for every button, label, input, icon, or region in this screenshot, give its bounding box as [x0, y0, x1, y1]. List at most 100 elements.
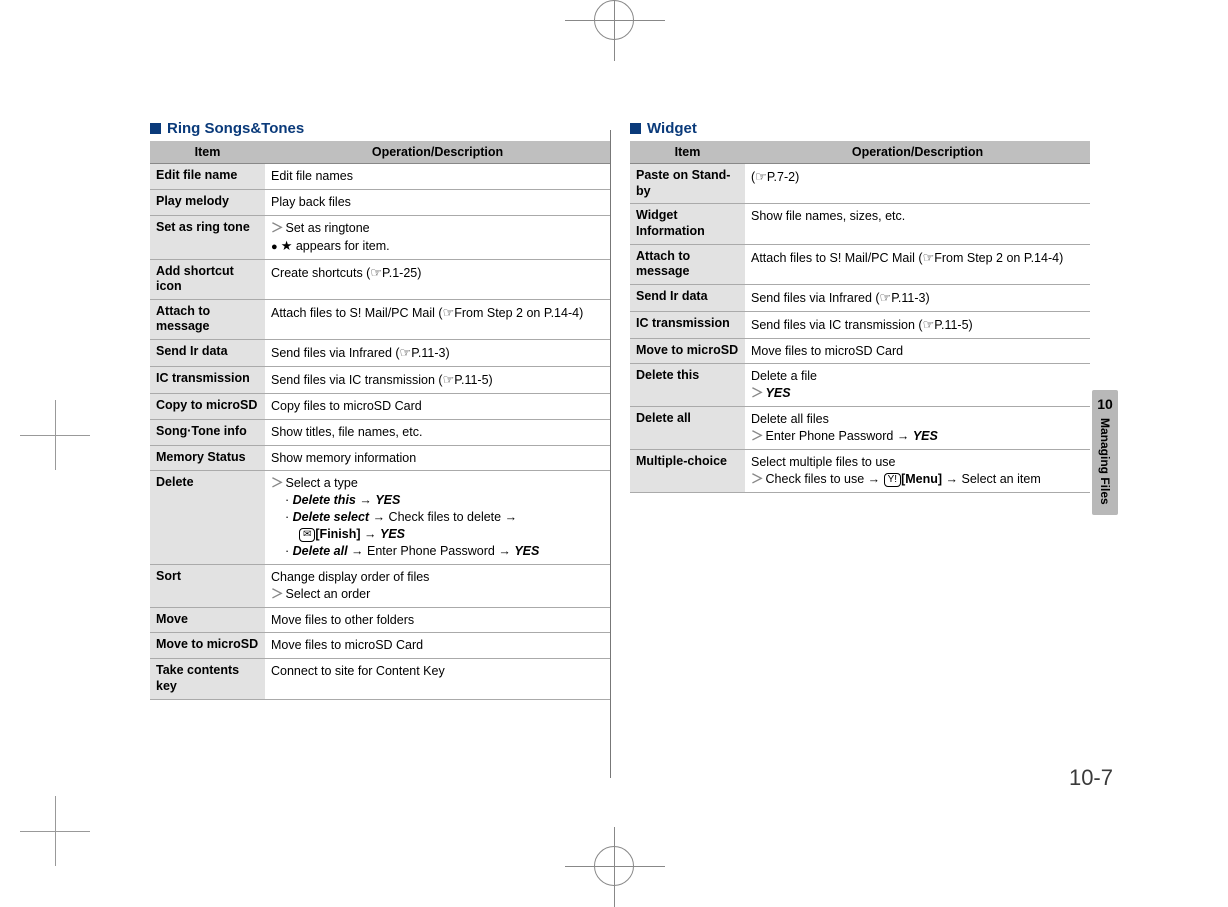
table-row: Move to microSDMove files to microSD Car…: [630, 338, 1090, 364]
chevron-icon: ＞: [271, 221, 286, 235]
item-cell: Take contents key: [150, 659, 265, 699]
line-text: Select an order: [286, 587, 371, 601]
table-row: Play melodyPlay back files: [150, 189, 610, 215]
line-text: Select a type: [286, 476, 358, 490]
dot-icon: ·: [285, 510, 289, 524]
arrow-icon: →: [897, 429, 910, 443]
desc-cell: ＞Select a type · Delete this → YES · Del…: [265, 471, 610, 564]
item-cell: Move to microSD: [150, 633, 265, 659]
arrow-icon: →: [505, 510, 518, 524]
item-cell: Delete: [150, 471, 265, 564]
header-operation: Operation/Description: [745, 141, 1090, 164]
chevron-icon: ＞: [751, 429, 766, 443]
right-column: Widget Item Operation/Description Paste …: [630, 120, 1090, 700]
ref-text: P.11-5: [454, 373, 488, 387]
dot-icon: ·: [285, 544, 289, 558]
sub-line: · Delete this → YES: [271, 492, 604, 509]
chapter-label: Managing Files: [1098, 418, 1112, 505]
table-header-row: Item Operation/Description: [630, 141, 1090, 164]
text: ): [417, 266, 421, 280]
table-row: Memory StatusShow memory information: [150, 445, 610, 471]
key-label: [Finish]: [315, 527, 360, 541]
text: Check files to use: [766, 472, 868, 486]
bold-italic: YES: [380, 527, 405, 541]
arrow-icon: →: [868, 472, 881, 486]
table-row: Attach to message Attach files to S! Mai…: [630, 244, 1090, 284]
left-section-title: Ring Songs&Tones: [150, 120, 610, 137]
registration-mark-top: [594, 0, 634, 40]
left-title-text: Ring Songs&Tones: [167, 120, 304, 137]
text: Select an item: [958, 472, 1041, 486]
chevron-icon: ＞: [271, 587, 286, 601]
line-text: Change display order of files: [271, 570, 429, 584]
page-number: 10-7: [1069, 765, 1113, 791]
text: Create shortcuts (: [271, 266, 370, 280]
text: Send files via IC transmission (: [751, 318, 923, 332]
registration-mark-bottom: [594, 846, 634, 886]
header-operation: Operation/Description: [265, 141, 610, 164]
ring-songs-table: Item Operation/Description Edit file nam…: [150, 141, 610, 700]
table-row: Attach to message Attach files to S! Mai…: [150, 299, 610, 339]
left-column: Ring Songs&Tones Item Operation/Descript…: [150, 120, 610, 700]
text: ): [446, 346, 450, 360]
chevron-icon: ＞: [751, 386, 766, 400]
arrow-icon: →: [351, 544, 364, 558]
sub-line-2: ✉[Finish] → YES: [271, 526, 604, 543]
ref-text: P.11-5: [934, 318, 968, 332]
desc-cell: Connect to site for Content Key: [265, 659, 610, 699]
line-text: Select multiple files to use: [751, 455, 896, 469]
item-cell: Widget Information: [630, 204, 745, 244]
bold-italic: Delete select: [293, 510, 369, 524]
ref-text: From Step 2 on P.14-4: [934, 251, 1059, 265]
table-header-row: Item Operation/Description: [150, 141, 610, 164]
item-cell: Sort: [150, 564, 265, 607]
text: ): [795, 170, 799, 184]
bullet-icon: ●: [271, 241, 281, 253]
header-item: Item: [630, 141, 745, 164]
table-row: IC transmission Send files via IC transm…: [150, 366, 610, 393]
desc-cell: Edit file names: [265, 164, 610, 190]
header-item: Item: [150, 141, 265, 164]
mail-key-icon: ✉: [299, 528, 315, 542]
table-row: Take contents keyConnect to site for Con…: [150, 659, 610, 699]
desc-cell: Send files via IC transmission (☞P.11-5): [265, 366, 610, 393]
text: ): [969, 318, 973, 332]
table-row: IC transmission Send files via IC transm…: [630, 311, 1090, 338]
item-cell: Delete this: [630, 364, 745, 407]
table-row: Move to microSDMove files to microSD Car…: [150, 633, 610, 659]
table-row: Sort Change display order of files ＞Sele…: [150, 564, 610, 607]
reference-icon: ☞: [443, 372, 455, 387]
arrow-icon: →: [498, 544, 511, 558]
text: Send files via Infrared (: [751, 291, 880, 305]
column-divider: [610, 130, 611, 778]
table-row: Edit file nameEdit file names: [150, 164, 610, 190]
desc-cell: Show memory information: [265, 445, 610, 471]
desc-cell: Send files via Infrared (☞P.11-3): [745, 284, 1090, 311]
desc-cell: Change display order of files ＞Select an…: [265, 564, 610, 607]
table-row: Widget InformationShow file names, sizes…: [630, 204, 1090, 244]
desc-cell: Move files to microSD Card: [745, 338, 1090, 364]
dot-icon: ·: [285, 493, 289, 507]
reference-icon: ☞: [400, 345, 412, 360]
item-cell: Attach to message: [630, 244, 745, 284]
desc-cell: Show titles, file names, etc.: [265, 419, 610, 445]
text: Enter Phone Password: [364, 544, 499, 558]
text: Attach files to S! Mail/PC Mail (: [751, 251, 923, 265]
reference-icon: ☞: [370, 265, 382, 280]
item-cell: Song·Tone info: [150, 419, 265, 445]
table-row: Send Ir data Send files via Infrared (☞P…: [630, 284, 1090, 311]
arrow-icon: →: [359, 493, 372, 507]
text: Check files to delete: [385, 510, 505, 524]
chapter-number: 10: [1092, 396, 1118, 412]
item-cell: Add shortcut icon: [150, 259, 265, 299]
reference-icon: ☞: [880, 290, 892, 305]
table-row: Add shortcut icon Create shortcuts (☞P.1…: [150, 259, 610, 299]
item-cell: Multiple-choice: [630, 449, 745, 492]
ref-text: P.1-25: [382, 266, 417, 280]
line-text: appears for item.: [292, 239, 389, 253]
text: Attach files to S! Mail/PC Mail (: [271, 306, 443, 320]
chevron-icon: ＞: [751, 472, 766, 486]
right-title-text: Widget: [647, 120, 697, 137]
square-bullet-icon: [630, 123, 641, 134]
text: ): [926, 291, 930, 305]
